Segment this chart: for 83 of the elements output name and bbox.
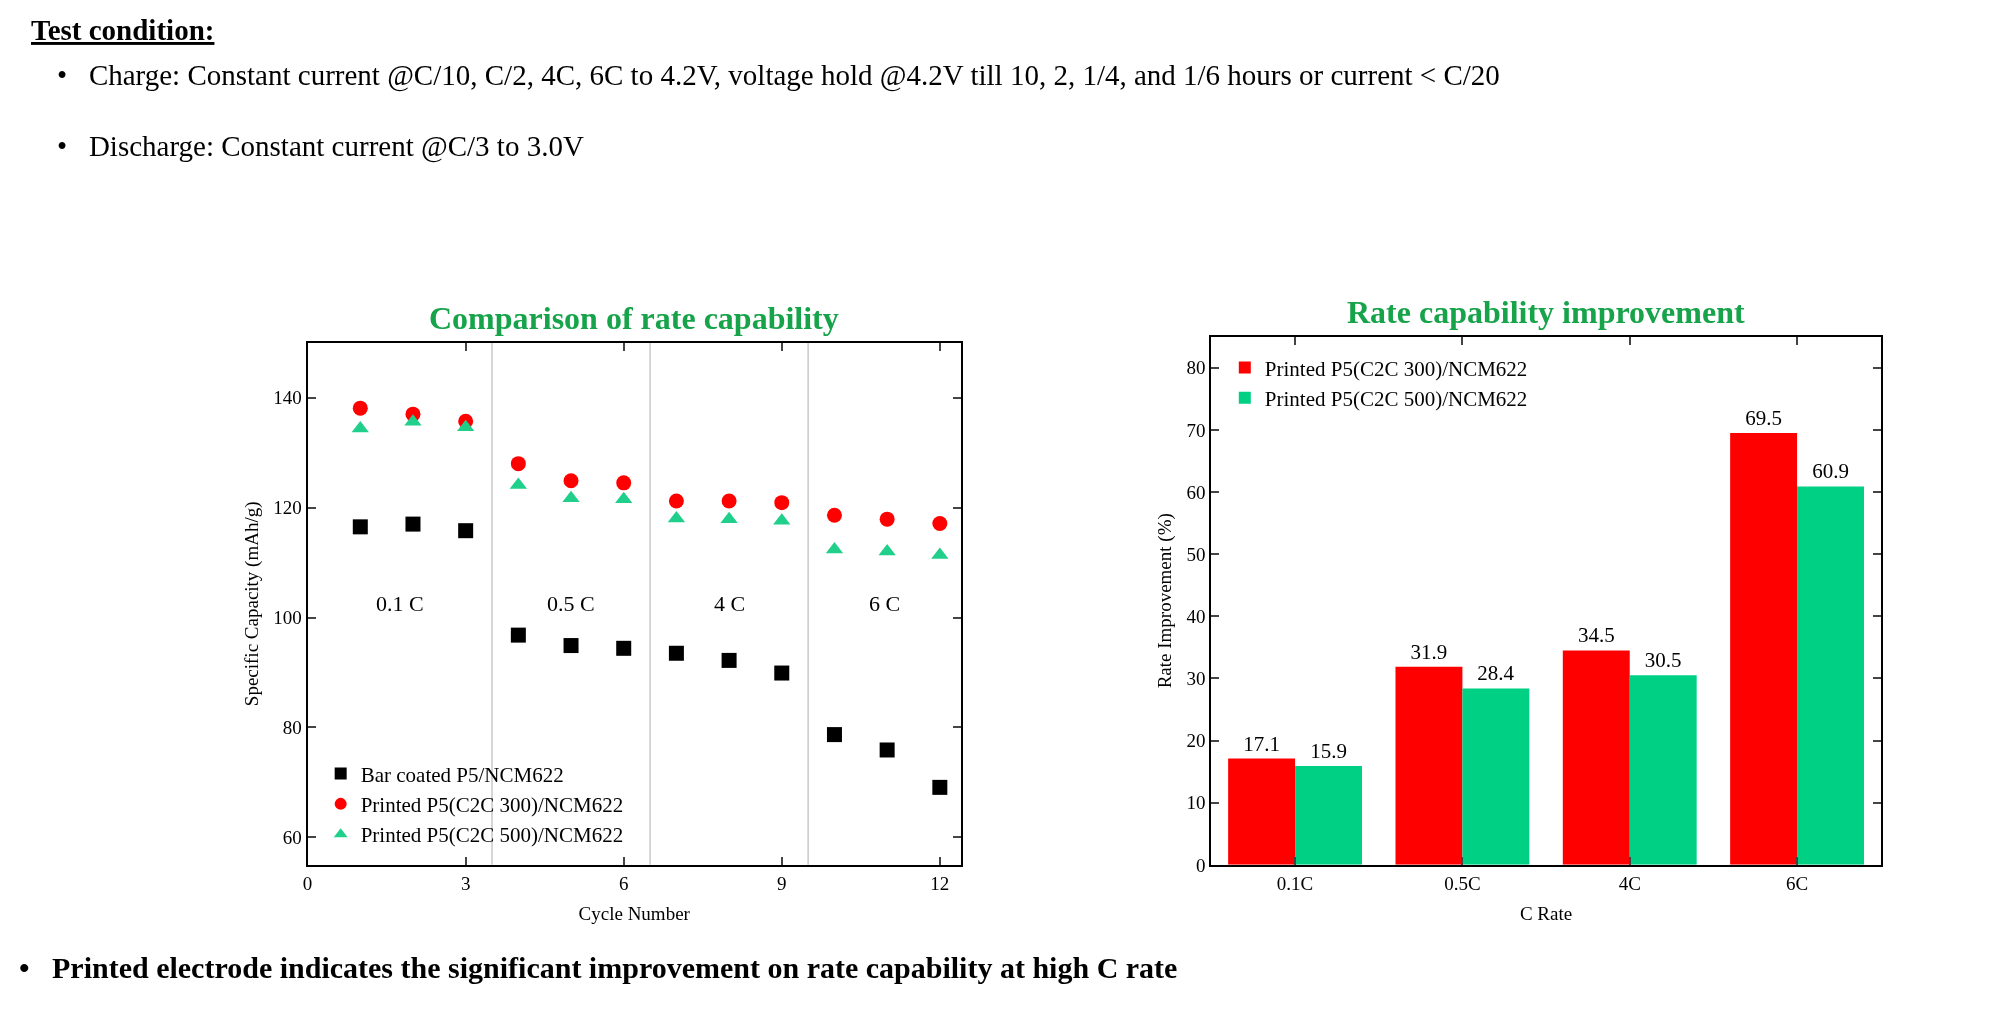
y-tick-label: 80 xyxy=(1186,357,1206,379)
annotation: 0.5 C xyxy=(547,591,595,616)
point xyxy=(510,456,526,472)
chart-title: Rate capability improvement xyxy=(1347,294,1745,330)
point xyxy=(774,495,790,511)
x-tick-label: 3 xyxy=(460,872,471,894)
point xyxy=(458,523,474,539)
y-tick-label: 20 xyxy=(1186,730,1206,752)
y-axis-title: Rate Improvement (%) xyxy=(1153,513,1176,689)
legend-label: Printed P5(C2C 500)/NCM622 xyxy=(360,823,624,848)
point xyxy=(932,516,948,532)
legend-label: Printed P5(C2C 300)/NCM622 xyxy=(360,793,624,818)
bar xyxy=(1395,666,1463,865)
data-label: 34.5 xyxy=(1577,623,1615,648)
legend-label: Bar coated P5/NCM622 xyxy=(360,762,564,787)
point xyxy=(721,652,737,668)
legend-label: Printed P5(C2C 500)/NCM622 xyxy=(1264,386,1528,411)
text: • Discharge: Constant current @C/3 to 3.0V xyxy=(57,130,584,163)
point xyxy=(615,491,633,504)
point xyxy=(826,507,842,523)
y-axis-title: Specific Capacity (mAh/g) xyxy=(240,501,263,707)
bar xyxy=(1730,432,1798,865)
point xyxy=(879,511,895,527)
y-tick-label: 70 xyxy=(1186,419,1206,441)
x-tick-label: 6C xyxy=(1785,872,1809,894)
y-tick-label: 50 xyxy=(1186,543,1206,565)
y-tick-label: 10 xyxy=(1186,792,1206,814)
point xyxy=(563,473,579,489)
point xyxy=(352,400,368,416)
data-label: 69.5 xyxy=(1745,405,1782,430)
y-tick-label: 80 xyxy=(282,717,302,739)
data-label: 30.5 xyxy=(1644,648,1682,673)
data-label: 60.9 xyxy=(1812,459,1849,484)
point xyxy=(616,640,632,656)
point xyxy=(879,742,895,758)
chart-title: Comparison of rate capability xyxy=(429,300,839,336)
y-tick-label: 140 xyxy=(273,387,302,409)
x-axis-title: Cycle Number xyxy=(578,902,691,924)
point xyxy=(457,419,475,432)
point xyxy=(932,779,948,795)
legend-label: Printed P5(C2C 300)/NCM622 xyxy=(1264,356,1528,381)
bar xyxy=(1228,758,1296,865)
data-label: 17.1 xyxy=(1243,731,1280,756)
point xyxy=(668,645,684,661)
point xyxy=(562,490,580,503)
y-tick-label: 0 xyxy=(1196,854,1206,876)
x-tick-label: 4C xyxy=(1618,872,1641,894)
x-axis-title: C Rate xyxy=(1519,902,1573,924)
point xyxy=(721,493,737,509)
y-tick-label: 100 xyxy=(273,607,302,629)
x-tick-label: 9 xyxy=(777,872,787,894)
y-tick-label: 120 xyxy=(273,497,302,519)
point xyxy=(351,420,369,433)
y-tick-label: 40 xyxy=(1186,605,1206,627)
x-tick-label: 6 xyxy=(618,872,629,894)
annotation: 0.1 C xyxy=(376,591,424,616)
bar xyxy=(1797,486,1865,865)
y-tick-label: 60 xyxy=(1186,481,1206,503)
point xyxy=(616,475,632,491)
y-tick-label: 60 xyxy=(282,827,302,849)
bar xyxy=(1462,688,1530,865)
bar xyxy=(1562,650,1630,865)
point xyxy=(405,516,421,532)
data-label: 28.4 xyxy=(1477,661,1515,686)
point xyxy=(510,627,526,643)
text: Test condition: xyxy=(31,14,215,46)
point xyxy=(668,493,684,509)
x-tick-label: 0.1C xyxy=(1276,872,1314,894)
annotation: 6 C xyxy=(869,591,901,616)
x-tick-label: 0.5C xyxy=(1444,872,1481,894)
bar xyxy=(1295,766,1363,865)
point xyxy=(774,665,790,681)
y-tick-label: 30 xyxy=(1186,668,1206,690)
point xyxy=(352,519,368,535)
data-label: 15.9 xyxy=(1310,739,1347,764)
annotation: 4 C xyxy=(714,591,746,616)
point xyxy=(826,727,842,743)
bar xyxy=(1629,675,1697,865)
x-tick-label: 12 xyxy=(930,872,950,894)
text: • Printed electrode indicates the significant improvement on rate capability at high C rate xyxy=(19,951,1178,984)
point xyxy=(563,638,579,654)
text: • Charge: Constant current @C/10, C/2, 4C, 6C to 4.2V, voltage hold @4.2V till 10, 2, 1/4, and 1/6 hours or current < C/20 xyxy=(57,59,1500,92)
data-label: 31.9 xyxy=(1410,639,1448,664)
